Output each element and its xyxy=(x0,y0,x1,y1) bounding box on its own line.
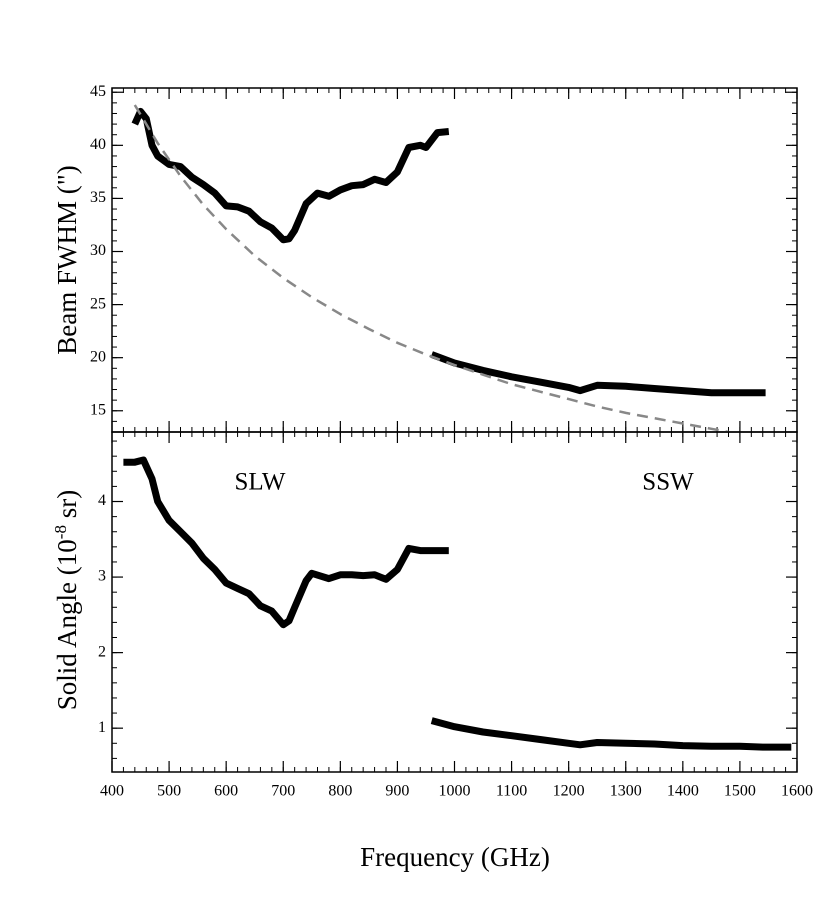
y-tick-label: 35 xyxy=(90,189,106,206)
y-tick-label: 2 xyxy=(98,643,106,660)
x-tick-label: 400 xyxy=(100,783,124,800)
x-tick-label: 500 xyxy=(157,783,181,800)
x-tick-label: 800 xyxy=(328,783,352,800)
y-axis-label: Solid Angle (10-8 sr) xyxy=(51,490,82,710)
y-axis-label-sup: -8 xyxy=(51,525,70,539)
y-tick-label: 1 xyxy=(98,719,106,736)
annotation: SLW xyxy=(235,469,286,496)
plot-area xyxy=(131,104,766,432)
y-tick-label: 4 xyxy=(98,492,106,509)
data-line xyxy=(131,107,450,244)
x-tick-label: 900 xyxy=(385,783,409,800)
data-line xyxy=(430,351,766,397)
y-tick-label: 30 xyxy=(90,242,106,259)
x-tick-label: 1000 xyxy=(439,783,471,800)
x-axis-label: Frequency (GHz) xyxy=(360,842,550,872)
model-curve xyxy=(133,104,729,432)
y-tick-label: 40 xyxy=(90,136,106,153)
annotation: SSW xyxy=(642,469,694,496)
y-tick-label: 45 xyxy=(90,83,106,100)
x-tick-label: 1100 xyxy=(496,783,527,800)
x-tick-label: 700 xyxy=(271,783,295,800)
y-tick-label: 20 xyxy=(90,348,106,365)
x-tick-label: 600 xyxy=(214,783,238,800)
y-tick-label: 25 xyxy=(90,295,106,312)
y-axis-label: Beam FWHM (") xyxy=(52,165,82,355)
plot-area xyxy=(123,456,792,751)
x-tick-label: 1500 xyxy=(724,783,756,800)
plot-frame xyxy=(111,87,798,433)
y-tick-label: 3 xyxy=(98,568,106,585)
plot-frame xyxy=(111,431,798,773)
y-axis-label-part: Solid Angle (10 xyxy=(52,539,82,710)
x-tick-label: 1400 xyxy=(667,783,699,800)
x-tick-label: 1600 xyxy=(781,783,813,800)
data-line xyxy=(123,456,449,629)
x-tick-label: 1300 xyxy=(610,783,642,800)
data-line xyxy=(430,717,792,751)
x-tick-label: 1200 xyxy=(553,783,585,800)
y-tick-label: 15 xyxy=(90,401,106,418)
y-axis-label-part: sr) xyxy=(52,490,82,525)
